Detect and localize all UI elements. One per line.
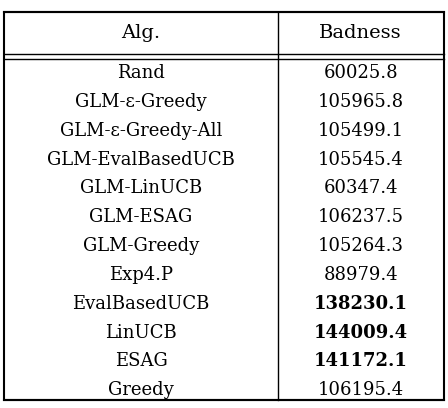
Text: GLM-ε-Greedy-All: GLM-ε-Greedy-All (60, 122, 222, 140)
Text: LinUCB: LinUCB (105, 324, 177, 341)
Text: 106237.5: 106237.5 (318, 208, 404, 226)
Text: 105545.4: 105545.4 (318, 151, 404, 169)
Text: EvalBasedUCB: EvalBasedUCB (73, 295, 210, 313)
Text: GLM-EvalBasedUCB: GLM-EvalBasedUCB (47, 151, 235, 169)
Text: 141172.1: 141172.1 (314, 353, 408, 370)
Text: Exp4.P: Exp4.P (109, 266, 173, 284)
Text: 60347.4: 60347.4 (323, 180, 398, 197)
Text: 105965.8: 105965.8 (318, 93, 404, 111)
Text: GLM-ε-Greedy: GLM-ε-Greedy (75, 93, 207, 111)
Text: 144009.4: 144009.4 (314, 324, 408, 341)
Text: ESAG: ESAG (115, 353, 168, 370)
Text: GLM-LinUCB: GLM-LinUCB (80, 180, 202, 197)
Text: 106195.4: 106195.4 (318, 381, 404, 399)
Text: 88979.4: 88979.4 (323, 266, 398, 284)
Text: 138230.1: 138230.1 (314, 295, 408, 313)
Text: 105264.3: 105264.3 (318, 237, 404, 255)
Text: GLM-Greedy: GLM-Greedy (83, 237, 199, 255)
Text: Rand: Rand (117, 64, 165, 82)
Text: GLM-ESAG: GLM-ESAG (90, 208, 193, 226)
Text: Alg.: Alg. (121, 24, 161, 42)
Text: Badness: Badness (319, 24, 402, 42)
Text: 60025.8: 60025.8 (323, 64, 398, 82)
Text: Greedy: Greedy (108, 381, 174, 399)
Text: 105499.1: 105499.1 (318, 122, 404, 140)
